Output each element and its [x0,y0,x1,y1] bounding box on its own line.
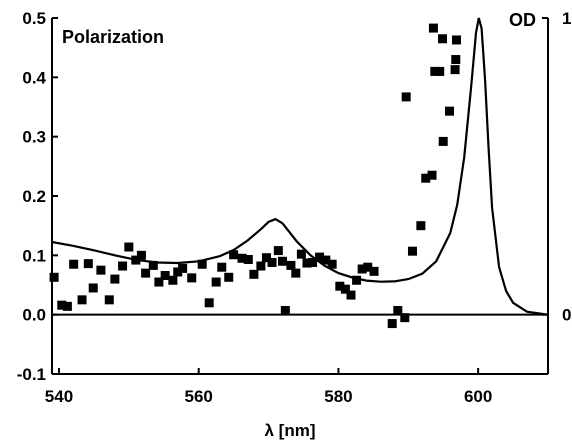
y-tick-label: 0.3 [22,128,46,147]
polarization-point [327,259,337,269]
polarization-point [296,249,306,259]
polarization-point [204,298,214,308]
polarization-points [49,23,461,329]
polarization-point [154,277,164,287]
polarization-point [256,261,266,271]
polarization-point [229,250,239,260]
polarization-point [249,269,259,279]
polarization-point [407,246,417,256]
y-tick-label: 0.1 [22,246,46,265]
polarization-point [267,257,277,267]
polarization-point [118,261,128,271]
x-tick-label: 580 [324,387,352,406]
polarization-point [308,257,318,267]
polarization-point [286,260,296,270]
polarization-point [352,275,362,285]
polarization-point [280,306,290,316]
polarization-point [217,262,227,272]
polarization-point [173,267,183,277]
polarization-point [110,274,120,284]
polarization-point [57,300,67,310]
x-axis-label: λ [nm] [265,421,316,440]
chart-title: Polarization [62,27,164,47]
polarization-point [88,283,98,293]
polarization-point [124,242,134,252]
polarization-point [211,277,221,287]
polarization-point [49,272,59,282]
polarization-point [387,319,397,329]
polarization-point [435,66,445,76]
polarization-point [346,290,356,300]
polarization-point [291,268,301,278]
polarization-point [224,272,234,282]
polarization-point [401,92,411,102]
polarization-point [197,259,207,269]
polarization-point [69,259,79,269]
polarization-point [363,262,373,272]
y-tick-label: 0.0 [22,306,46,325]
polarization-point [104,295,114,305]
polarization-point [178,263,188,273]
polarization-point [450,65,460,75]
polarization-point [96,265,106,275]
polarization-point [357,264,367,274]
polarization-point [136,250,146,260]
polarization-point [243,254,253,264]
polarization-point [160,271,170,281]
polarization-point [302,258,312,268]
polarization-point [148,260,158,270]
polarization-point [168,275,178,285]
y-tick-label: -0.1 [17,365,46,384]
y-tick-label: 0.2 [22,187,46,206]
x-tick-label: 600 [464,387,492,406]
polarization-point [273,246,283,256]
polarization-point [62,301,72,311]
polarization-point [427,170,437,180]
polarization-point [428,23,438,33]
polarization-point [237,253,247,263]
y-tick-label: 0.4 [22,68,46,87]
polarization-point [321,255,331,265]
polarization-point [416,221,426,231]
polarization-point [278,256,288,266]
polarization-point [141,268,151,278]
polarization-point [187,273,197,283]
polarization-point [261,253,271,263]
y-tick-label: 0.5 [22,9,46,28]
polarization-point [444,106,454,116]
polarization-point [400,313,410,323]
polarization-point [315,252,325,262]
polarization-point [340,284,350,294]
polarization-point [131,255,141,265]
x-tick-label: 560 [185,387,213,406]
polarization-point [83,259,93,269]
right-axis-label: OD [509,10,536,30]
y2-tick-label: 1 [562,9,571,28]
y2-tick-label: 0 [562,306,571,325]
polarization-point [335,281,345,291]
polarization-point [430,66,440,76]
polarization-point [451,35,461,45]
polarization-point [451,55,461,65]
ticks-layer: -0.1 0.0 0.1 0.2 0.3 0.4 0.5 0 1 540 560 580 600 [17,9,572,406]
polarization-point [438,136,448,146]
polarization-point [369,266,379,276]
polarization-point [438,34,448,44]
polarization-point [77,295,87,305]
x-tick-label: 540 [45,387,73,406]
polarization-point [393,306,403,316]
polarization-point [421,173,431,183]
